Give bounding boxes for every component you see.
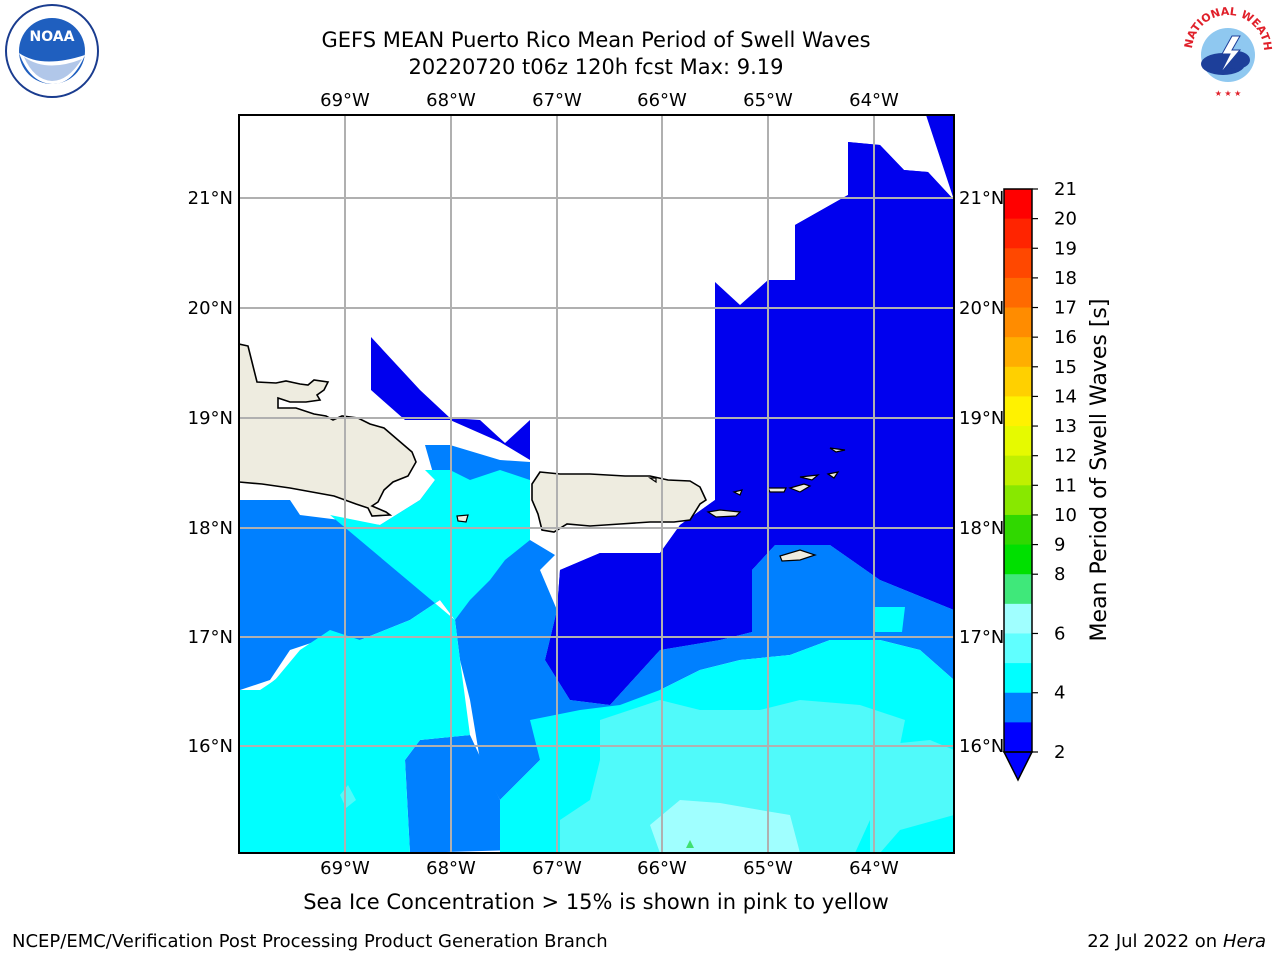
lon-label-bottom: 65°W — [743, 858, 793, 879]
lon-label-bottom: 69°W — [320, 858, 370, 879]
lon-label-bottom: 66°W — [637, 858, 687, 879]
colorbar-under-arrow — [1002, 751, 1034, 782]
colorbar-tick-label: 20 — [1054, 209, 1077, 230]
lat-label-left: 18°N — [188, 518, 233, 539]
colorbar-tick-label: 10 — [1054, 505, 1077, 526]
lon-label-bottom: 68°W — [426, 858, 476, 879]
colorbar-segment — [1004, 307, 1032, 338]
colorbar-segment — [1004, 337, 1032, 368]
colorbar-segment — [1004, 218, 1032, 249]
colorbar-tick-label: 12 — [1054, 446, 1077, 467]
lon-label-top: 64°W — [849, 90, 899, 111]
colorbar-segment — [1004, 248, 1032, 279]
map-gridlines — [239, 115, 954, 853]
colorbar-segment — [1004, 455, 1032, 486]
lat-label-right: 20°N — [959, 298, 1004, 319]
colorbar-segment — [1004, 426, 1032, 457]
map-frame — [238, 114, 955, 854]
colorbar-label: Mean Period of Swell Waves [s] — [1087, 299, 1112, 642]
colorbar-tick-label: 2 — [1054, 742, 1065, 763]
lat-label-right: 21°N — [959, 188, 1004, 209]
colorbar-tick-label: 6 — [1054, 623, 1065, 644]
colorbar-tick-label: 4 — [1054, 683, 1065, 704]
lat-label-right: 17°N — [959, 627, 1004, 648]
colorbar-segment — [1004, 574, 1032, 605]
lon-label-bottom: 64°W — [849, 858, 899, 879]
colorbar-outline — [1003, 188, 1033, 753]
lat-label-right: 19°N — [959, 408, 1004, 429]
colorbar-tick-label: 8 — [1054, 564, 1065, 585]
footer-host: Hera — [1222, 931, 1266, 952]
colorbar-segment — [1004, 277, 1032, 309]
colorbar-segment — [1004, 366, 1032, 397]
colorbar-segment — [1004, 189, 1032, 220]
colorbar-tick-label: 13 — [1054, 416, 1077, 437]
colorbar-tick-label: 11 — [1054, 475, 1077, 496]
footer-date-text: 22 Jul 2022 on — [1087, 931, 1218, 952]
colorbar-tick-label: 19 — [1054, 238, 1077, 259]
lon-label-top: 69°W — [320, 90, 370, 111]
lat-label-left: 19°N — [188, 408, 233, 429]
footer-branch: NCEP/EMC/Verification Post Processing Pr… — [12, 931, 608, 952]
lon-label-top: 66°W — [637, 90, 687, 111]
lat-label-left: 21°N — [188, 188, 233, 209]
footer-date: 22 Jul 2022 on Hera — [1087, 931, 1266, 952]
sea-ice-caption: Sea Ice Concentration > 15% is shown in … — [303, 890, 889, 914]
colorbar-segment — [1004, 396, 1032, 427]
svg-text:★ ★ ★: ★ ★ ★ — [1215, 89, 1242, 98]
lon-label-top: 68°W — [426, 90, 476, 111]
colorbar-tick-label: 15 — [1054, 357, 1077, 378]
lat-label-left: 16°N — [188, 736, 233, 757]
noaa-logo: NOAA — [5, 4, 99, 98]
lon-label-top: 67°W — [532, 90, 582, 111]
colorbar-segment — [1004, 692, 1032, 723]
colorbar-tick-label: 14 — [1054, 386, 1077, 407]
colorbar-tick-label: 17 — [1054, 298, 1077, 319]
lat-label-right: 16°N — [959, 736, 1004, 757]
lon-label-top: 65°W — [743, 90, 793, 111]
colorbar: 21 20 19 18 17 16 15 14 13 12 11 10 9 8 6 4 2 — [1002, 179, 1077, 782]
lat-label-left: 20°N — [188, 298, 233, 319]
noaa-logo-text: NOAA — [30, 29, 75, 45]
colorbar-segment — [1004, 485, 1032, 516]
lat-label-right: 18°N — [959, 518, 1004, 539]
colorbar-segment — [1004, 722, 1032, 753]
lon-label-bottom: 67°W — [532, 858, 582, 879]
colorbar-tick-label: 18 — [1054, 268, 1077, 289]
colorbar-segment — [1004, 633, 1032, 664]
swell-period-field — [239, 115, 954, 853]
colorbar-segment — [1004, 514, 1032, 546]
colorbar-segment — [1004, 663, 1032, 694]
colorbar-tick-label: 21 — [1054, 179, 1077, 200]
nws-logo: NATIONAL WEATHER SERVICE ★ ★ ★ — [1178, 2, 1274, 98]
colorbar-tick-label: 16 — [1054, 327, 1077, 348]
chart-subtitle: 20220720 t06z 120h fcst Max: 9.19 — [408, 55, 784, 79]
chart-title: GEFS MEAN Puerto Rico Mean Period of Swe… — [321, 28, 871, 52]
colorbar-segment — [1004, 544, 1032, 575]
colorbar-tick-label: 9 — [1054, 535, 1065, 556]
colorbar-segment — [1004, 603, 1032, 634]
lat-label-left: 17°N — [188, 627, 233, 648]
